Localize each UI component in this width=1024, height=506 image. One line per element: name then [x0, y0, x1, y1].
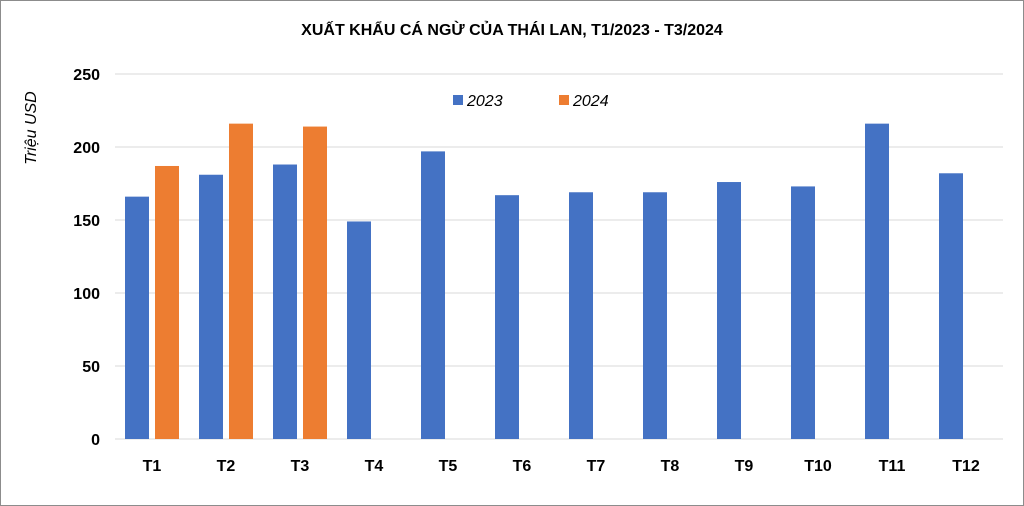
x-tick-label: T12 — [952, 458, 980, 475]
y-tick-label: 50 — [82, 359, 100, 376]
y-tick-label: 200 — [73, 140, 100, 157]
legend: 2023 2024 — [453, 93, 609, 110]
bar-2023-T6 — [495, 195, 519, 439]
x-tick-label: T5 — [439, 458, 458, 475]
x-tick-label: T8 — [661, 458, 680, 475]
x-tick-label: T6 — [513, 458, 532, 475]
x-tick-labels: T1 T2 T3 T4 T5 T6 T7 T8 T9 T10 T11 T12 — [143, 458, 980, 475]
bars — [125, 123, 963, 440]
x-tick-label: T4 — [365, 458, 384, 475]
bar-2023-T10 — [791, 186, 815, 439]
bar-2023-T12 — [939, 173, 963, 439]
bar-2023-T1 — [125, 196, 149, 439]
bar-2023-T7 — [569, 192, 593, 439]
bar-2023-T3 — [273, 164, 297, 439]
bar-2023-T9 — [717, 182, 741, 440]
bar-2023-T11 — [865, 123, 889, 439]
bar-2024-T2 — [229, 123, 253, 439]
y-tick-labels: 0 50 100 150 200 250 — [73, 67, 100, 449]
bar-2023-T5 — [421, 151, 445, 439]
legend-swatch-2024 — [559, 95, 569, 105]
x-tick-label: T9 — [735, 458, 754, 475]
y-tick-label: 150 — [73, 213, 100, 230]
x-tick-label: T2 — [217, 458, 236, 475]
y-axis-label: Triệu USD — [23, 91, 40, 165]
x-tick-label: T7 — [587, 458, 606, 475]
gridlines — [115, 73, 1003, 440]
x-tick-label: T1 — [143, 458, 162, 475]
bar-2023-T4 — [347, 221, 371, 439]
y-tick-label: 100 — [73, 286, 100, 303]
x-tick-label: T10 — [804, 458, 832, 475]
bar-2024-T1 — [155, 165, 179, 440]
x-tick-label: T11 — [879, 458, 906, 475]
bar-2023-T8 — [643, 192, 667, 439]
bar-2023-T2 — [199, 174, 223, 440]
x-tick-label: T3 — [291, 458, 310, 475]
chart-title: XUẤT KHẨU CÁ NGỪ CỦA THÁI LAN, T1/2023 -… — [301, 20, 723, 39]
legend-label-2023: 2023 — [466, 93, 503, 110]
legend-label-2024: 2024 — [572, 93, 609, 110]
legend-swatch-2023 — [453, 95, 463, 105]
y-tick-label: 0 — [91, 432, 100, 449]
bar-2024-T3 — [303, 126, 327, 439]
y-tick-label: 250 — [73, 67, 100, 84]
